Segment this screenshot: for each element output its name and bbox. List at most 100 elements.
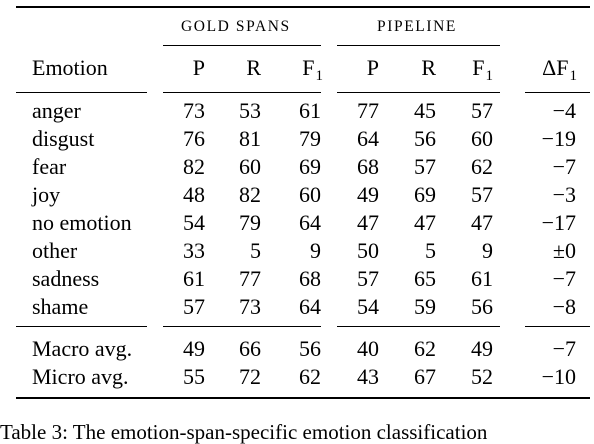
cell-pipe-f1: 62 — [471, 154, 493, 179]
cell-pipe-r: 56 — [414, 126, 436, 151]
cell-gold-r: 72 — [239, 364, 261, 389]
cell-gold-r: 73 — [239, 294, 261, 319]
cell-pipe-p: 49 — [357, 182, 379, 207]
pipeline-cmidrule — [337, 45, 500, 46]
cell-pipe-p: 43 — [357, 364, 379, 389]
cell-pipe-f1: 60 — [471, 126, 493, 151]
cell-emotion: no emotion — [32, 210, 132, 235]
mid-rule-gold — [163, 326, 321, 327]
cell-gold-p: 33 — [183, 238, 205, 263]
col-header-delta-f1: ΔF1 — [542, 55, 577, 85]
cell-gold-r: 5 — [250, 238, 261, 263]
cell-delta-f1: −8 — [552, 294, 576, 319]
cell-gold-f1: 60 — [299, 182, 321, 207]
header-rule-emotion — [16, 92, 147, 93]
cell-emotion: Macro avg. — [32, 336, 133, 361]
cell-gold-f1: 56 — [299, 336, 321, 361]
mid-rule-delta — [525, 326, 590, 327]
cell-pipe-f1: 57 — [471, 182, 493, 207]
cell-emotion: anger — [32, 98, 81, 123]
cell-gold-p: 73 — [183, 98, 205, 123]
col-header-pipe-r: R — [421, 55, 436, 80]
cell-gold-f1: 68 — [299, 266, 321, 291]
cell-gold-p: 49 — [183, 336, 205, 361]
table-caption: Table 3: The emotion-span-specific emoti… — [0, 420, 488, 444]
cell-emotion: disgust — [32, 126, 95, 151]
top-rule — [16, 6, 590, 8]
cell-gold-p: 57 — [183, 294, 205, 319]
cell-pipe-f1: 57 — [471, 98, 493, 123]
header-rule-gold — [163, 92, 321, 93]
cell-gold-p: 76 — [183, 126, 205, 151]
cell-delta-f1: ±0 — [552, 238, 576, 263]
cell-pipe-r: 57 — [414, 154, 436, 179]
bottom-rule — [16, 397, 590, 399]
cell-gold-f1: 61 — [299, 98, 321, 123]
cell-delta-f1: −7 — [552, 336, 576, 361]
col-header-gold-f1: F1 — [302, 55, 323, 85]
cell-delta-f1: −19 — [541, 126, 576, 151]
mid-rule-emotion — [16, 326, 147, 327]
cell-gold-f1: 9 — [310, 238, 321, 263]
cell-delta-f1: −10 — [541, 364, 576, 389]
cell-delta-f1: −3 — [552, 182, 576, 207]
col-header-pipe-p: P — [366, 55, 379, 80]
cell-pipe-p: 40 — [357, 336, 379, 361]
cell-pipe-f1: 56 — [471, 294, 493, 319]
cell-emotion: Micro avg. — [32, 364, 129, 389]
cell-gold-p: 55 — [183, 364, 205, 389]
cell-gold-p: 82 — [183, 154, 205, 179]
cell-gold-r: 53 — [239, 98, 261, 123]
col-header-gold-p: P — [192, 55, 205, 80]
cell-pipe-f1: 47 — [471, 210, 493, 235]
cell-pipe-p: 57 — [357, 266, 379, 291]
group-header-gold-spans: GOLD SPANS — [181, 18, 291, 35]
cell-gold-r: 79 — [239, 210, 261, 235]
cell-gold-p: 48 — [183, 182, 205, 207]
cell-pipe-r: 59 — [414, 294, 436, 319]
cell-pipe-f1: 9 — [482, 238, 493, 263]
cell-gold-p: 54 — [183, 210, 205, 235]
cell-gold-f1: 64 — [299, 210, 321, 235]
header-rule-pipeline — [337, 92, 500, 93]
col-header-gold-r: R — [246, 55, 261, 80]
col-header-emotion: Emotion — [32, 55, 108, 80]
cell-emotion: joy — [32, 182, 61, 207]
cell-delta-f1: −7 — [552, 266, 576, 291]
cell-delta-f1: −17 — [541, 210, 576, 235]
cell-gold-f1: 62 — [299, 364, 321, 389]
cell-gold-r: 77 — [239, 266, 261, 291]
cell-pipe-f1: 49 — [471, 336, 493, 361]
cell-pipe-f1: 61 — [471, 266, 493, 291]
cell-pipe-p: 77 — [357, 98, 379, 123]
cell-emotion: sadness — [32, 266, 100, 291]
cell-pipe-r: 67 — [414, 364, 436, 389]
cell-emotion: shame — [32, 294, 89, 319]
cell-pipe-r: 5 — [425, 238, 436, 263]
cell-pipe-p: 68 — [357, 154, 379, 179]
cell-gold-f1: 64 — [299, 294, 321, 319]
cell-pipe-r: 47 — [414, 210, 436, 235]
gold-spans-cmidrule — [163, 45, 321, 46]
cell-gold-p: 61 — [183, 266, 205, 291]
mid-rule-pipeline — [337, 326, 500, 327]
cell-gold-r: 81 — [239, 126, 261, 151]
col-header-pipe-f1: F1 — [472, 55, 493, 85]
cell-pipe-p: 64 — [357, 126, 379, 151]
cell-delta-f1: −7 — [552, 154, 576, 179]
cell-pipe-r: 65 — [414, 266, 436, 291]
cell-pipe-r: 69 — [414, 182, 436, 207]
cell-gold-r: 66 — [239, 336, 261, 361]
cell-gold-f1: 69 — [299, 154, 321, 179]
cell-gold-r: 82 — [239, 182, 261, 207]
cell-pipe-r: 62 — [414, 336, 436, 361]
cell-emotion: fear — [32, 154, 67, 179]
cell-pipe-p: 50 — [357, 238, 379, 263]
cell-pipe-p: 54 — [357, 294, 379, 319]
cell-gold-r: 60 — [239, 154, 261, 179]
cell-pipe-p: 47 — [357, 210, 379, 235]
cell-emotion: other — [32, 238, 78, 263]
group-header-pipeline: PIPELINE — [377, 18, 457, 35]
header-rule-delta — [525, 92, 590, 93]
cell-pipe-r: 45 — [414, 98, 436, 123]
